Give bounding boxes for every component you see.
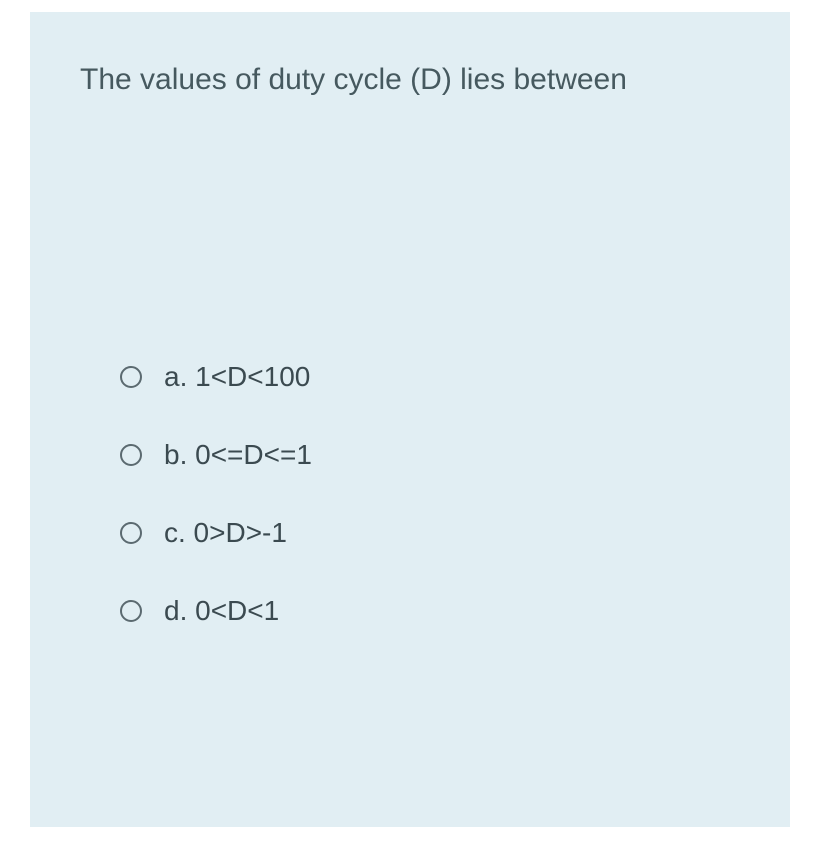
radio-a[interactable] (120, 366, 142, 388)
option-b[interactable]: b. 0<=D<=1 (120, 439, 740, 471)
radio-c[interactable] (120, 522, 142, 544)
radio-d[interactable] (120, 600, 142, 622)
option-d-label: d. 0<D<1 (164, 595, 279, 627)
option-b-label: b. 0<=D<=1 (164, 439, 312, 471)
option-a[interactable]: a. 1<D<100 (120, 361, 740, 393)
question-text: The values of duty cycle (D) lies betwee… (80, 60, 740, 101)
option-d[interactable]: d. 0<D<1 (120, 595, 740, 627)
option-c-label: c. 0>D>-1 (164, 517, 287, 549)
question-card: The values of duty cycle (D) lies betwee… (30, 12, 790, 827)
options-group: a. 1<D<100 b. 0<=D<=1 c. 0>D>-1 d. 0<D<1 (80, 361, 740, 627)
option-a-label: a. 1<D<100 (164, 361, 310, 393)
radio-b[interactable] (120, 444, 142, 466)
option-c[interactable]: c. 0>D>-1 (120, 517, 740, 549)
